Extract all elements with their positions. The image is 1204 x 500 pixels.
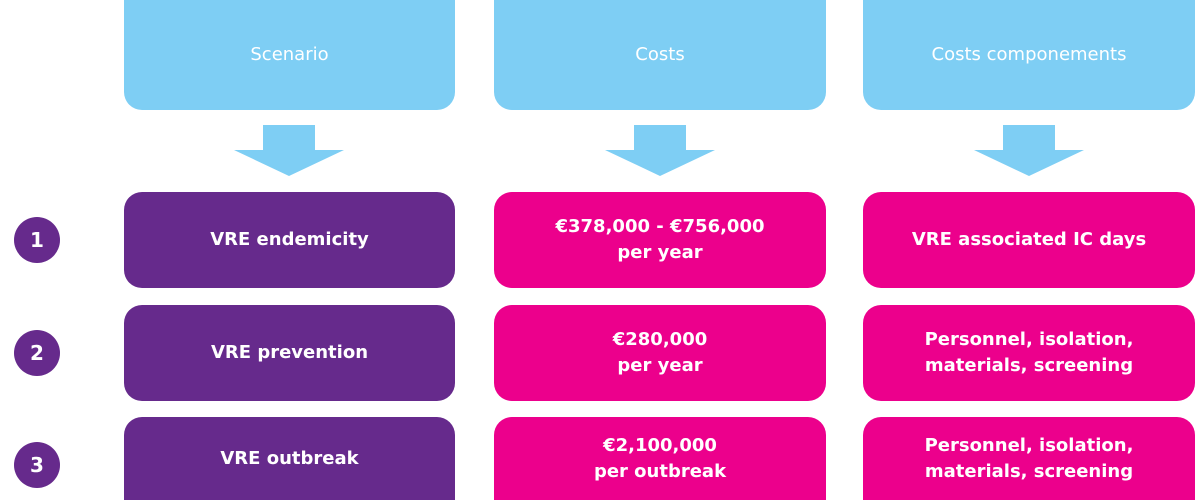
- text: €2,100,000: [603, 434, 717, 456]
- scenario-box: VRE outbreak: [124, 417, 455, 500]
- text: materials, screening: [924, 460, 1134, 482]
- row-number: 1: [14, 217, 60, 263]
- text: Scenario: [250, 44, 329, 65]
- text: VRE outbreak: [220, 447, 359, 469]
- text: Costs componements: [931, 44, 1127, 65]
- text: 3: [30, 453, 44, 477]
- costs-box: €378,000 - €756,000 per year: [494, 192, 826, 288]
- text: materials, screening: [924, 355, 1134, 376]
- row-number: 3: [14, 442, 60, 488]
- text: per year: [617, 355, 703, 376]
- costs-box: €2,100,000 per outbreak: [494, 417, 826, 500]
- text: 2: [30, 341, 44, 365]
- arrow: [974, 125, 1084, 176]
- arrow: [234, 125, 344, 176]
- text: 1: [30, 228, 44, 252]
- text: VRE endemicity: [210, 229, 369, 250]
- components-box: VRE associated IC days: [863, 192, 1195, 288]
- text: €378,000 - €756,000: [555, 216, 765, 237]
- text: per year: [617, 242, 703, 263]
- text: Personnel, isolation,: [924, 329, 1134, 350]
- text: VRE associated IC days: [911, 229, 1147, 250]
- header-box: Costs componements: [863, 0, 1195, 110]
- text: per outbreak: [593, 460, 727, 482]
- components-box: Personnel, isolation, materials, screenin…: [863, 305, 1195, 401]
- scenario-box: VRE prevention: [124, 305, 455, 401]
- text: Costs: [635, 44, 685, 65]
- costs-box: €280,000 per year: [494, 305, 826, 401]
- components-box: Personnel, isolation, materials, screenin…: [863, 417, 1195, 500]
- header-box: Scenario: [124, 0, 455, 110]
- text: VRE prevention: [210, 342, 369, 363]
- arrow: [605, 125, 715, 176]
- header-box: Costs: [494, 0, 826, 110]
- text: Personnel, isolation,: [924, 434, 1134, 456]
- text: €280,000: [612, 329, 708, 350]
- scenario-box: VRE endemicity: [124, 192, 455, 288]
- row-number: 2: [14, 330, 60, 376]
